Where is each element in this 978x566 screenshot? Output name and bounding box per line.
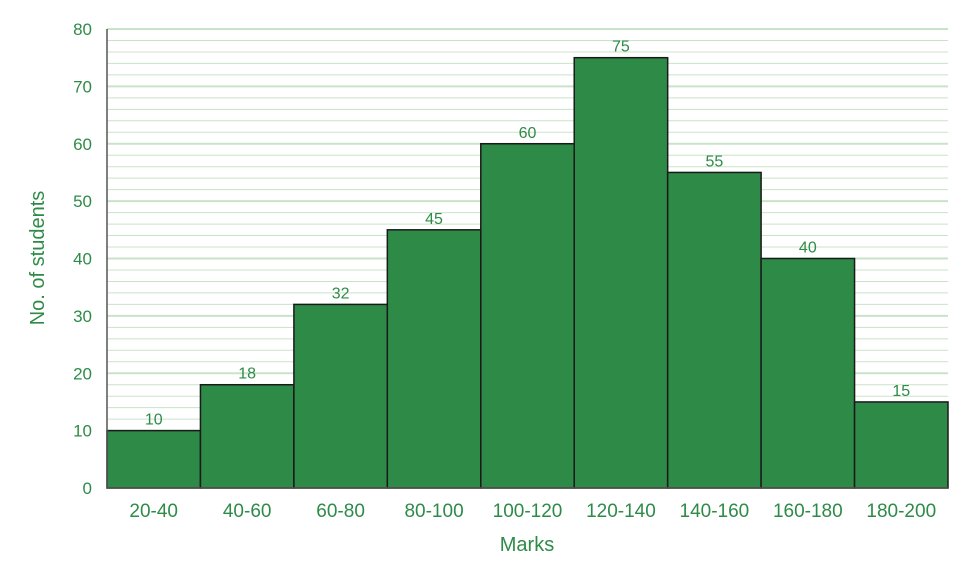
data-label: 10 xyxy=(145,412,163,429)
y-tick-label: 50 xyxy=(73,192,92,211)
bar-80-100 xyxy=(386,229,482,489)
y-tick-labels: 0 10 20 30 40 50 60 70 80 xyxy=(73,20,92,498)
data-label: 55 xyxy=(705,153,723,170)
data-label: 15 xyxy=(892,383,910,400)
x-tick-label: 180-200 xyxy=(866,501,936,522)
x-tick-label: 160-180 xyxy=(773,501,843,522)
bar-180-200 xyxy=(853,401,949,489)
bar-20-40 xyxy=(106,429,202,489)
data-label: 40 xyxy=(799,240,817,257)
data-label: 75 xyxy=(612,39,630,56)
y-tick-label: 60 xyxy=(73,135,92,154)
data-label: 60 xyxy=(519,125,537,142)
x-tick-label: 100-120 xyxy=(493,501,563,522)
x-tick-label: 80-100 xyxy=(404,501,463,522)
bars xyxy=(106,56,949,489)
y-tick-label: 70 xyxy=(73,77,92,96)
x-axis-label: Marks xyxy=(500,534,554,556)
x-tick-label: 40-60 xyxy=(223,501,272,522)
bar-40-60 xyxy=(199,383,295,489)
bar-60-80 xyxy=(293,303,389,489)
bar-100-120 xyxy=(480,143,575,489)
y-tick-label: 30 xyxy=(73,307,92,326)
y-tick-label: 40 xyxy=(73,250,92,269)
x-tick-label: 140-160 xyxy=(680,501,750,522)
x-tick-labels: 20-40 40-60 60-80 80-100 100-120 120-140 140-1… xyxy=(129,501,936,522)
y-tick-label: 80 xyxy=(73,20,92,39)
data-label: 32 xyxy=(332,285,350,302)
data-labels: 10 18 32 45 60 75 55 40 15 xyxy=(145,39,910,429)
x-tick-label: 120-140 xyxy=(586,501,656,522)
y-axis-label: No. of students xyxy=(27,191,49,326)
x-tick-label: 60-80 xyxy=(316,501,365,522)
bar-120-140 xyxy=(573,56,669,489)
x-tick-label: 20-40 xyxy=(129,501,178,522)
data-label: 45 xyxy=(425,211,443,228)
bar-140-160 xyxy=(666,171,762,489)
bar-160-180 xyxy=(760,257,856,489)
axes xyxy=(106,29,948,489)
y-tick-label: 10 xyxy=(73,422,92,441)
y-tick-label: 20 xyxy=(73,364,92,383)
y-tick-label: 0 xyxy=(83,479,92,498)
data-label: 18 xyxy=(238,366,256,383)
